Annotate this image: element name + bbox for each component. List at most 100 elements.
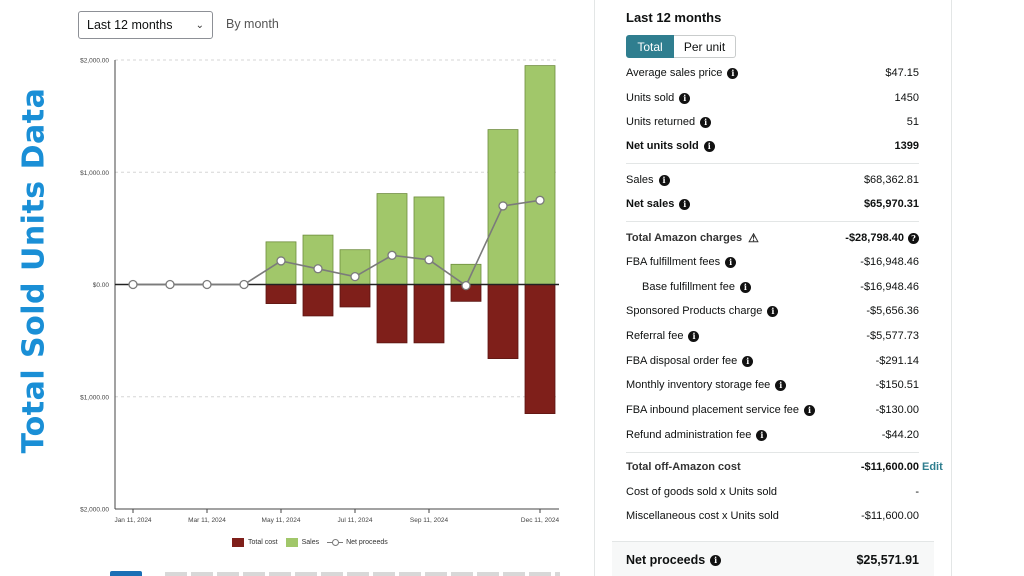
legend-item-net-proceeds: Net proceeds <box>327 538 388 547</box>
net-proceeds-point <box>276 256 286 266</box>
label-net-sales: Net sales <box>626 198 675 210</box>
value-units-returned: 51 <box>906 116 919 128</box>
cost-bar <box>265 284 297 304</box>
row-cost-of-goods-sold: Cost of goods sold x Units sold - <box>626 482 919 502</box>
label-net-proceeds: Net proceeds <box>626 553 706 567</box>
legend-swatch-net-proceeds <box>327 538 344 547</box>
chart-legend: Total cost Sales Net proceeds <box>232 538 396 547</box>
info-icon[interactable]: i <box>700 116 712 128</box>
toggle-total[interactable]: Total <box>626 35 674 58</box>
x-tick-label: Mar 11, 2024 <box>188 517 226 524</box>
label-fba-disposal-order-fee: FBA disposal order fee <box>626 355 738 367</box>
bottom-cutoff-text <box>165 572 560 576</box>
row-total-amazon-charges: Total Amazon charges ⚠ -$28,798.40? <box>626 228 919 248</box>
info-icon[interactable]: i <box>756 429 768 441</box>
row-sales: Sales i $68,362.81 <box>626 170 919 190</box>
divider <box>626 163 919 164</box>
label-monthly-inventory-storage-fee: Monthly inventory storage fee <box>626 379 771 391</box>
info-icon[interactable]: i <box>775 379 787 391</box>
legend-swatch-sales <box>285 538 298 547</box>
info-icon[interactable]: i <box>767 305 779 317</box>
row-net-sales: Net sales i $65,970.31 <box>626 194 919 214</box>
net-proceeds-box: Net proceeds i $25,571.91 <box>612 541 934 576</box>
date-range-value: Last 12 months <box>87 18 173 32</box>
net-proceeds-point <box>424 255 434 265</box>
row-monthly-inventory-storage-fee: Monthly inventory storage fee i -$150.51 <box>626 375 919 395</box>
info-icon[interactable]: i <box>679 92 691 104</box>
warning-icon[interactable]: ⚠ <box>748 231 759 245</box>
row-sponsored-products-charge: Sponsored Products charge i -$5,656.36 <box>626 301 919 321</box>
value-sales: $68,362.81 <box>863 174 919 186</box>
info-icon[interactable]: i <box>804 404 816 416</box>
label-miscellaneous-cost: Miscellaneous cost x Units sold <box>626 510 779 522</box>
x-tick-label: Sep 11, 2024 <box>410 517 449 524</box>
value-sponsored-products-charge: -$5,656.36 <box>866 305 919 317</box>
net-proceeds-point <box>350 271 360 282</box>
side-title-text: Total Sold Units Data <box>16 87 52 453</box>
value-units-sold: 1450 <box>894 92 919 104</box>
label-refund-administration-fee: Refund administration fee <box>626 429 752 441</box>
panel-divider-right <box>951 0 952 576</box>
sales-bar <box>302 234 334 285</box>
panel-divider-left <box>594 0 595 576</box>
row-fba-fulfillment-fees: FBA fulfillment fees i -$16,948.46 <box>626 252 919 272</box>
value-fba-fulfillment-fees: -$16,948.46 <box>860 256 919 268</box>
info-icon[interactable]: i <box>703 140 715 152</box>
sales-bar <box>524 65 556 285</box>
info-icon[interactable]: i <box>710 554 722 566</box>
toggle-per-unit[interactable]: Per unit <box>674 35 736 58</box>
date-range-select[interactable]: Last 12 months ⌄ <box>78 11 213 39</box>
row-average-sales-price: Average sales price i $47.15 <box>626 63 919 83</box>
info-icon[interactable]: i <box>727 67 739 79</box>
label-fba-fulfillment-fees: FBA fulfillment fees <box>626 256 721 268</box>
row-base-fulfillment-fee: Base fulfillment fee i -$16,948.46 <box>626 277 919 297</box>
legend-label-net-proceeds: Net proceeds <box>346 539 388 546</box>
value-cost-of-goods-sold: - <box>915 486 919 498</box>
label-base-fulfillment-fee: Base fulfillment fee <box>642 281 735 293</box>
row-miscellaneous-cost: Miscellaneous cost x Units sold -$11,600… <box>626 506 919 526</box>
proceeds-chart: $2,000.00 $1,000.00 $0.00 $1,000.00 $2,000.0… <box>80 58 560 525</box>
cost-bar <box>376 284 408 344</box>
info-icon[interactable]: i <box>658 174 670 186</box>
value-net-proceeds: $25,571.91 <box>856 553 919 567</box>
value-fba-disposal-order-fee: -$291.14 <box>875 355 919 367</box>
view-toggle: Total Per unit <box>626 35 736 58</box>
side-title: Total Sold Units Data <box>14 87 54 453</box>
row-fba-inbound-placement-service-fee: FBA inbound placement service fee i -$130… <box>626 400 919 420</box>
row-units-sold: Units sold i 1450 <box>626 88 919 108</box>
bottom-cutoff-button[interactable] <box>110 571 142 576</box>
net-proceeds-point <box>128 279 138 290</box>
value-total-off-amazon-cost: -$11,600.00 <box>860 461 919 473</box>
sales-bar <box>413 196 445 285</box>
legend-item-sales: Sales <box>285 538 319 547</box>
y-tick-label: $1,000.00 <box>80 170 109 177</box>
label-units-returned: Units returned <box>626 116 696 128</box>
chevron-down-icon: ⌄ <box>195 19 204 31</box>
label-average-sales-price: Average sales price <box>626 67 723 79</box>
row-total-off-amazon-cost: Total off-Amazon cost -$11,600.00 <box>626 457 919 477</box>
cost-bar <box>339 284 371 308</box>
row-units-returned: Units returned i 51 <box>626 112 919 132</box>
granularity-label: By month <box>226 17 279 31</box>
label-sales: Sales <box>626 174 654 186</box>
info-icon[interactable]: i <box>739 281 751 293</box>
y-tick-label: $1,000.00 <box>80 394 109 401</box>
label-total-amazon-charges: Total Amazon charges <box>626 232 743 244</box>
label-total-off-amazon-cost: Total off-Amazon cost <box>626 461 741 473</box>
edit-link[interactable]: Edit <box>922 461 943 473</box>
x-tick-label: Jul 11, 2024 <box>338 517 373 524</box>
cost-bar <box>487 284 519 359</box>
net-proceeds-line <box>133 199 541 287</box>
info-icon[interactable]: i <box>742 355 754 367</box>
info-icon[interactable]: i <box>688 330 700 342</box>
row-net-units-sold: Net units sold i 1399 <box>626 136 919 156</box>
cost-bar <box>302 284 334 317</box>
y-tick-label: $2,000.00 <box>80 507 109 514</box>
help-icon[interactable]: ? <box>908 232 919 244</box>
info-icon[interactable]: i <box>679 198 691 210</box>
y-tick-label: $2,000.00 <box>80 58 109 65</box>
x-tick-label: Dec 11, 2024 <box>521 517 560 524</box>
info-icon[interactable]: i <box>725 256 737 268</box>
x-tick-label: Jan 11, 2024 <box>114 517 151 524</box>
row-net-proceeds: Net proceeds i $25,571.91 <box>626 550 919 570</box>
